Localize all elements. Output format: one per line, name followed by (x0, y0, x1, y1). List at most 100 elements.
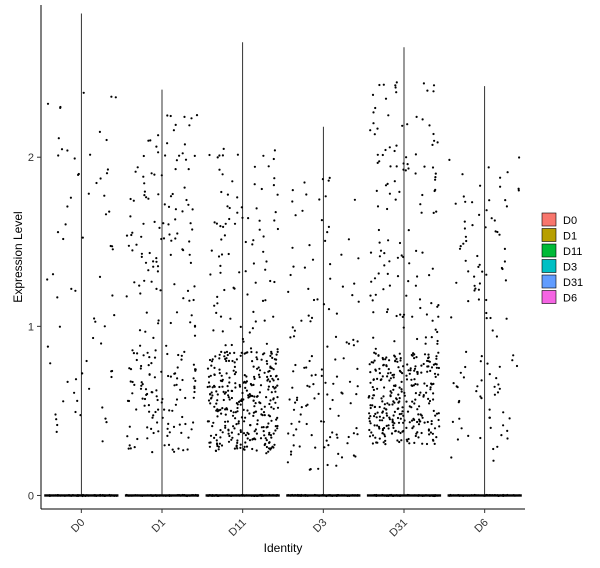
data-point (417, 436, 420, 439)
data-point (396, 256, 399, 259)
data-point (340, 253, 343, 256)
data-point (210, 249, 213, 252)
data-point (227, 389, 230, 392)
data-point (369, 406, 372, 410)
data-point (264, 299, 267, 302)
data-point (146, 437, 149, 440)
x-tick-label-D0: D0 (69, 517, 87, 535)
data-point (294, 214, 297, 217)
data-point (252, 239, 255, 242)
data-point (434, 188, 437, 191)
data-point (153, 220, 156, 223)
data-point (395, 357, 398, 360)
data-point (374, 412, 377, 415)
data-point (370, 431, 373, 434)
data-point (327, 225, 330, 228)
data-point (383, 433, 386, 436)
data-point (173, 372, 176, 375)
data-point (212, 421, 215, 424)
data-point (216, 443, 219, 446)
data-point (252, 383, 255, 386)
data-point (153, 356, 157, 359)
data-point (407, 167, 410, 170)
data-point (139, 387, 143, 390)
data-point (381, 375, 384, 378)
data-point (223, 355, 226, 358)
data-point (292, 444, 295, 447)
data-point (216, 393, 219, 396)
data-point (237, 433, 240, 436)
data-point (139, 292, 142, 295)
data-point (253, 375, 256, 378)
data-point (490, 217, 493, 220)
data-point (369, 251, 373, 254)
data-point (277, 378, 280, 381)
data-point (207, 381, 211, 384)
data-point (405, 156, 408, 159)
violin-base-D6 (447, 494, 522, 497)
data-point (335, 312, 338, 315)
data-point (258, 369, 262, 372)
data-point (267, 388, 270, 391)
data-point (459, 245, 462, 248)
data-point (237, 422, 240, 425)
data-point (429, 388, 432, 391)
data-point (372, 388, 375, 391)
data-point (243, 445, 246, 448)
data-point (415, 115, 418, 118)
data-point (437, 304, 440, 307)
data-point (303, 266, 306, 269)
data-point (235, 444, 238, 447)
data-point (210, 360, 214, 363)
data-point (372, 394, 375, 397)
data-point (244, 386, 247, 389)
data-point (385, 356, 388, 359)
x-tick-label-D1: D1 (150, 517, 168, 535)
jitter-points (46, 81, 521, 498)
data-point (262, 250, 265, 253)
data-point (353, 198, 356, 201)
data-point (384, 439, 387, 442)
data-point (371, 404, 374, 407)
data-point (268, 402, 271, 406)
data-point (213, 385, 216, 388)
data-point (462, 242, 465, 245)
data-point (272, 184, 275, 187)
data-point (180, 431, 183, 434)
data-point (272, 157, 275, 161)
data-point (408, 421, 411, 424)
data-point (239, 430, 242, 434)
data-point (400, 380, 403, 383)
x-tick-label-D11: D11 (227, 517, 249, 539)
data-point (208, 445, 211, 448)
data-point (413, 378, 416, 381)
data-point (495, 377, 498, 380)
data-point (489, 426, 492, 429)
data-point (151, 451, 154, 454)
data-point (135, 408, 138, 411)
data-point (393, 180, 396, 183)
data-point (171, 448, 174, 451)
data-point (378, 241, 381, 244)
data-point (236, 439, 239, 442)
data-point (428, 433, 431, 436)
legend-label-D1: D1 (563, 231, 577, 243)
data-point (206, 367, 210, 370)
data-point (405, 438, 408, 441)
data-point (231, 180, 234, 183)
data-point (489, 316, 492, 320)
data-point (437, 373, 440, 376)
data-point (143, 279, 146, 282)
data-point (433, 442, 436, 445)
data-point (434, 172, 437, 175)
data-point (253, 183, 256, 186)
data-point (451, 420, 454, 423)
data-point (185, 198, 188, 202)
data-point (259, 402, 262, 405)
data-point (248, 393, 251, 396)
data-point (147, 404, 150, 407)
data-point (370, 361, 373, 364)
data-point (381, 400, 384, 403)
data-point (114, 96, 117, 99)
data-point (316, 298, 319, 301)
